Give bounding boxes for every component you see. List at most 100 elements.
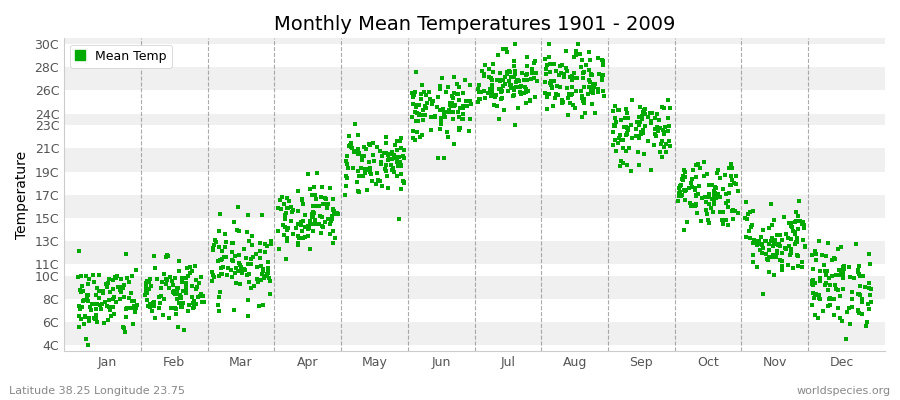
Point [438, 109, 453, 116]
Point [74, 316, 88, 322]
Point [608, 121, 623, 128]
Point [699, 199, 714, 205]
Point [486, 69, 500, 76]
Point [206, 247, 220, 254]
Point [306, 209, 320, 216]
Point [709, 185, 724, 191]
Point [214, 265, 229, 272]
Point [574, 95, 589, 102]
Point [433, 86, 447, 92]
Point [499, 46, 513, 52]
Point [783, 252, 797, 258]
Point [796, 221, 811, 228]
Point [591, 54, 606, 61]
Point [713, 209, 727, 215]
Point [436, 106, 450, 112]
Point [389, 155, 403, 162]
Point [612, 107, 626, 114]
Point [187, 298, 202, 304]
Point [253, 254, 267, 261]
Point [168, 275, 183, 282]
Point [695, 194, 709, 201]
Point [147, 253, 161, 259]
Point [218, 244, 232, 250]
Point [567, 75, 581, 82]
Point [238, 267, 252, 273]
Point [560, 85, 574, 91]
Point [175, 304, 189, 310]
Point [421, 89, 436, 96]
Point [345, 145, 359, 152]
Point [833, 270, 848, 276]
Point [652, 149, 667, 155]
Point [391, 163, 405, 169]
Point [724, 182, 738, 188]
Point [581, 84, 596, 90]
Point [577, 96, 591, 102]
Point [227, 218, 241, 225]
Point [517, 77, 531, 83]
Point [392, 138, 407, 144]
Point [103, 288, 117, 295]
Point [824, 273, 839, 280]
Point [176, 302, 190, 308]
Point [448, 102, 463, 109]
Point [528, 58, 543, 65]
Point [305, 221, 320, 227]
Point [358, 167, 373, 173]
Point [245, 233, 259, 240]
Point [598, 93, 612, 100]
Point [842, 274, 857, 280]
Point [251, 278, 266, 285]
Point [836, 268, 850, 274]
Point [312, 221, 327, 228]
Point [130, 302, 144, 308]
Point [617, 114, 632, 121]
Point [790, 234, 805, 241]
Point [862, 251, 877, 257]
Point [691, 191, 706, 198]
Point [90, 319, 104, 326]
Point [116, 294, 130, 300]
Point [595, 76, 609, 83]
Point [811, 315, 825, 322]
Point [619, 124, 634, 131]
Point [211, 302, 225, 309]
Point [381, 184, 395, 191]
Point [165, 278, 179, 284]
Point [821, 240, 835, 246]
Point [304, 214, 319, 220]
Point [163, 304, 177, 311]
Point [307, 184, 321, 190]
Point [817, 262, 832, 268]
Point [277, 200, 292, 207]
Point [655, 104, 670, 110]
Point [761, 225, 776, 231]
Point [242, 279, 256, 286]
Point [230, 268, 245, 274]
Point [616, 136, 630, 143]
Point [116, 324, 130, 330]
Point [292, 242, 306, 249]
Point [487, 102, 501, 108]
Point [477, 72, 491, 79]
Point [271, 228, 285, 234]
Point [679, 187, 693, 193]
Point [260, 259, 274, 265]
Point [581, 77, 596, 83]
Point [474, 89, 489, 96]
Point [339, 174, 354, 181]
Point [241, 296, 256, 303]
Point [70, 274, 85, 280]
Point [546, 60, 561, 67]
Point [629, 133, 643, 140]
Point [341, 165, 356, 172]
Point [417, 112, 431, 119]
Point [739, 234, 753, 240]
Point [702, 194, 716, 200]
Point [226, 240, 240, 246]
Point [672, 184, 687, 191]
Point [683, 203, 698, 210]
Point [494, 87, 508, 93]
Point [596, 72, 610, 78]
